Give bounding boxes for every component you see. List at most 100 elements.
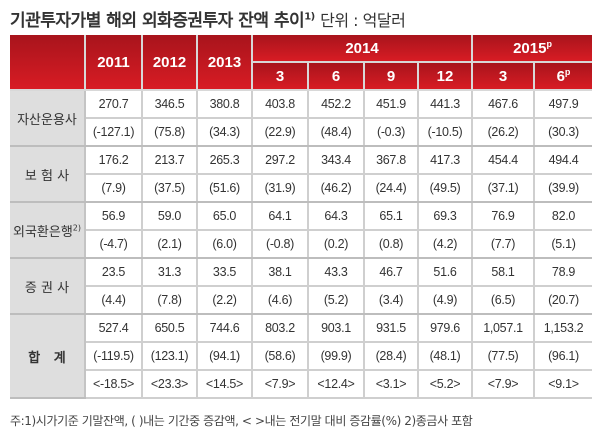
table-row: 보 험 사 176.2 213.7 265.3 297.2 343.4 367.8 417.3… (10, 146, 592, 203)
table-cell: 931.5 (364, 314, 419, 343)
table-cell: (2.1) (142, 230, 198, 259)
table-cell: (7.8) (142, 286, 198, 315)
table-cell: 451.9 (364, 90, 419, 119)
table-cell: 213.7 (142, 146, 198, 175)
table-cell: (30.3) (534, 118, 592, 147)
table-cell: 803.2 (252, 314, 309, 343)
table-row: 외국환은행2) 56.9 59.0 65.0 64.1 64.3 65.1 69.3 76.9 8… (10, 202, 592, 259)
header-month: 6 (308, 62, 365, 91)
table-cell: 380.8 (197, 90, 253, 119)
table-cell: 903.1 (308, 314, 365, 343)
table-cell: 1,057.1 (472, 314, 535, 343)
table-cell: (31.9) (252, 174, 309, 203)
header-2015-label: 2015 (513, 40, 547, 57)
table-cell: (24.4) (364, 174, 419, 203)
table-cell: 979.6 (418, 314, 473, 343)
table-cell: (77.5) (472, 342, 535, 371)
header-2015: 2015p (472, 35, 592, 63)
table-cell: (-119.5) (85, 342, 143, 371)
table-cell: 744.6 (197, 314, 253, 343)
table-cell: 441.3 (418, 90, 473, 119)
table-cell: 265.3 (197, 146, 253, 175)
total-row: 합 계 527.4 650.5 744.6 803.2 903.1 931.5 979.6 1,… (10, 314, 592, 399)
table-cell: (99.9) (308, 342, 365, 371)
table-cell: 78.9 (534, 258, 592, 287)
header-month: 3 (472, 62, 535, 91)
table-cell: (28.4) (364, 342, 419, 371)
table-cell: (37.5) (142, 174, 198, 203)
row-label-text: 증 권 사 (24, 280, 70, 296)
header-corner (10, 35, 86, 91)
header-year: 2012 (142, 35, 198, 91)
table-cell: (-0.8) (252, 230, 309, 259)
table-cell: (75.8) (142, 118, 198, 147)
investment-balance-table: 2011 2012 2013 2014 2015p 3 6 9 12 3 6p … (10, 35, 592, 399)
table-cell: 65.1 (364, 202, 419, 231)
table-cell: (7.7) (472, 230, 535, 259)
table-cell: 297.2 (252, 146, 309, 175)
table-cell: (37.1) (472, 174, 535, 203)
table-cell: <23.3> (142, 370, 198, 399)
footnote: 주:1)시가기준 기말잔액, ( )내는 기간중 증감액, < >내는 전기말 … (10, 414, 473, 428)
table-cell: (2.2) (197, 286, 253, 315)
table-cell: 417.3 (418, 146, 473, 175)
table-cell: <5.2> (418, 370, 473, 399)
table-cell: 346.5 (142, 90, 198, 119)
preliminary-marker: p (546, 39, 552, 49)
table-cell: <3.1> (364, 370, 419, 399)
table-cell: 59.0 (142, 202, 198, 231)
table-cell: <12.4> (308, 370, 365, 399)
header-month: 6p (534, 62, 592, 91)
table-cell: (6.5) (472, 286, 535, 315)
table-cell: 650.5 (142, 314, 198, 343)
table-cell: 494.4 (534, 146, 592, 175)
table-cell: <7.9> (472, 370, 535, 399)
header-month-label: 6 (556, 68, 565, 85)
table-cell: (58.6) (252, 342, 309, 371)
table-cell: (7.9) (85, 174, 143, 203)
total-row: (-119.5) (123.1) (94.1) (58.6) (99.9) (28.4)(… (10, 342, 592, 371)
table-cell: (26.2) (472, 118, 535, 147)
table-cell: (4.6) (252, 286, 309, 315)
table-cell: (123.1) (142, 342, 198, 371)
table-cell: (94.1) (197, 342, 253, 371)
row-label: 자산운용사 (10, 90, 86, 147)
table-cell: (-10.5) (418, 118, 473, 147)
table-title: 기관투자가별 해외 외화증권투자 잔액 추이1) 단위 : 억달러 (10, 6, 406, 31)
table-cell: 467.6 (472, 90, 535, 119)
table-cell: 527.4 (85, 314, 143, 343)
table-cell: (48.1) (418, 342, 473, 371)
table-cell: (5.1) (534, 230, 592, 259)
table-cell: (3.4) (364, 286, 419, 315)
table-cell: (0.8) (364, 230, 419, 259)
table-cell: (20.7) (534, 286, 592, 315)
table-cell: 1,153.2 (534, 314, 592, 343)
table-cell: (0.2) (308, 230, 365, 259)
table-cell: 51.6 (418, 258, 473, 287)
header-month: 9 (364, 62, 419, 91)
header-2014: 2014 (252, 35, 473, 63)
table-cell: (-0.3) (364, 118, 419, 147)
table-cell: 497.9 (534, 90, 592, 119)
table-cell: 38.1 (252, 258, 309, 287)
table-cell: 33.5 (197, 258, 253, 287)
table-cell: 367.8 (364, 146, 419, 175)
table-cell: 76.9 (472, 202, 535, 231)
table-cell: 46.7 (364, 258, 419, 287)
table-cell: (-127.1) (85, 118, 143, 147)
table-cell: 403.8 (252, 90, 309, 119)
table-cell: 65.0 (197, 202, 253, 231)
table-cell: (22.9) (252, 118, 309, 147)
total-row: <-18.5> <23.3> <14.5> <7.9> <12.4> <3.1> <5.2>… (10, 370, 592, 399)
table-cell: (96.1) (534, 342, 592, 371)
table-cell: 452.2 (308, 90, 365, 119)
table-cell: (39.9) (534, 174, 592, 203)
table-cell: (4.4) (85, 286, 143, 315)
table-cell: 43.3 (308, 258, 365, 287)
table-cell: 82.0 (534, 202, 592, 231)
title-text: 기관투자가별 해외 외화증권투자 잔액 추이 (10, 11, 305, 31)
row-label-text: 보 험 사 (24, 168, 70, 184)
table-cell: 270.7 (85, 90, 143, 119)
table-cell: 64.3 (308, 202, 365, 231)
header-month: 12 (418, 62, 473, 91)
